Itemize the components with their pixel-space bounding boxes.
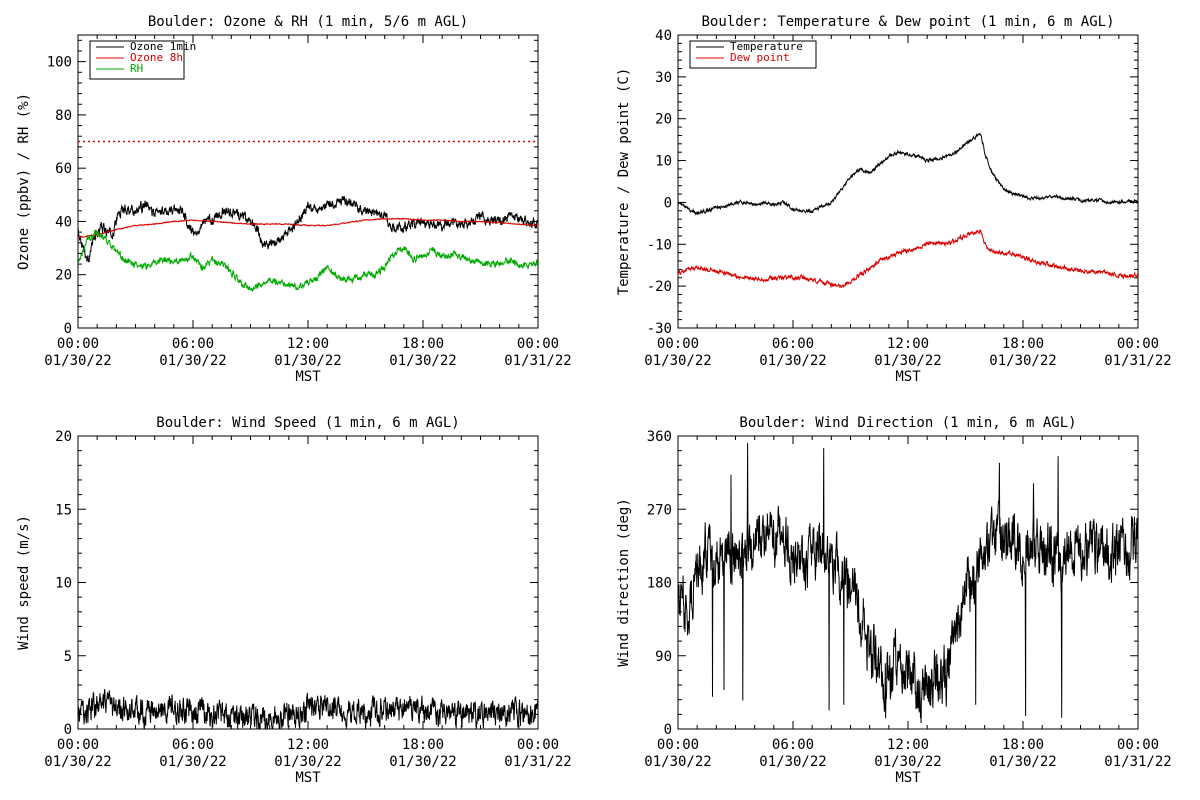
series-line-ozone-1min	[78, 195, 538, 263]
chart-panel-3: Boulder: Wind Speed (1 min, 6 m AGL) 0 5 10…	[16, 415, 572, 786]
y-tick-label: 20	[55, 268, 72, 284]
x-tick-date: 01/30/22	[989, 353, 1056, 369]
x-tick-date: 01/30/22	[389, 754, 456, 770]
x-tick-time: 18:00	[1002, 336, 1044, 352]
y-tick-label: 10	[55, 576, 72, 592]
x-tick-time: 00:00	[517, 737, 559, 753]
series-line-temperature	[678, 132, 1138, 216]
series-line-ozone-8h	[78, 217, 538, 239]
x-tick-time: 06:00	[772, 737, 814, 753]
y-tick-label: 20	[655, 112, 672, 128]
series-line-data	[678, 443, 1138, 724]
x-tick-time: 06:00	[172, 336, 214, 352]
chart-title: Boulder: Temperature & Dew point (1 min,…	[701, 14, 1114, 30]
y-tick-label: 100	[47, 55, 72, 71]
x-tick-date: 01/30/22	[389, 353, 456, 369]
y-tick-label: 40	[55, 214, 72, 230]
y-tick-label: 0	[64, 722, 72, 738]
x-tick-time: 12:00	[287, 737, 329, 753]
plot-frame	[677, 34, 1139, 329]
y-tick-label: 0	[664, 195, 672, 211]
y-tick-label: 90	[655, 649, 672, 665]
x-tick-date: 01/30/22	[159, 754, 226, 770]
x-tick-time: 00:00	[57, 336, 99, 352]
y-tick-label: 270	[647, 502, 672, 518]
y-tick-label: -30	[647, 321, 672, 337]
x-tick-date: 01/30/22	[874, 353, 941, 369]
x-tick-date: 01/30/22	[759, 754, 826, 770]
x-tick-date: 01/30/22	[44, 353, 111, 369]
x-tick-time: 00:00	[1117, 336, 1159, 352]
chart-title: Boulder: Wind Direction (1 min, 6 m AGL)	[739, 415, 1076, 431]
chart-title: Boulder: Wind Speed (1 min, 6 m AGL)	[156, 415, 459, 431]
y-tick-label: 80	[55, 108, 72, 124]
x-tick-time: 18:00	[1002, 737, 1044, 753]
chart-panel-1: Boulder: Ozone & RH (1 min, 5/6 m AGL) 0 2…	[16, 14, 572, 385]
plot-frame	[77, 435, 539, 730]
x-tick-date: 01/30/22	[644, 754, 711, 770]
y-tick-label: 10	[655, 154, 672, 170]
series-line-rh	[78, 229, 538, 293]
x-tick-time: 06:00	[172, 737, 214, 753]
x-axis-label: MST	[295, 369, 321, 385]
x-tick-date: 01/31/22	[504, 754, 571, 770]
series-line-dew-point	[678, 228, 1138, 289]
x-tick-date: 01/30/22	[644, 353, 711, 369]
x-tick-date: 01/30/22	[989, 754, 1056, 770]
y-axis-label: Ozone (ppbv) / RH (%)	[16, 93, 32, 270]
y-tick-label: 15	[55, 502, 72, 518]
chart-title: Boulder: Ozone & RH (1 min, 5/6 m AGL)	[148, 14, 468, 30]
y-tick-label: 180	[647, 576, 672, 592]
y-tick-label: 30	[655, 70, 672, 86]
x-tick-time: 00:00	[517, 336, 559, 352]
x-tick-time: 00:00	[657, 336, 699, 352]
y-tick-label: 0	[64, 321, 72, 337]
legend-label: Ozone 1min	[130, 40, 196, 53]
y-tick-label: 60	[55, 161, 72, 177]
x-tick-date: 01/30/22	[274, 353, 341, 369]
x-tick-time: 00:00	[1117, 737, 1159, 753]
chart-panel-2: Boulder: Temperature & Dew point (1 min,…	[616, 14, 1172, 385]
x-tick-date: 01/30/22	[874, 754, 941, 770]
x-tick-date: 01/31/22	[504, 353, 571, 369]
x-tick-time: 12:00	[287, 336, 329, 352]
legend-box	[689, 40, 817, 69]
x-axis-label: MST	[895, 770, 921, 786]
legend-label: Temperature	[730, 40, 803, 53]
y-tick-label: 360	[647, 429, 672, 445]
x-tick-date: 01/30/22	[759, 353, 826, 369]
x-tick-time: 12:00	[887, 336, 929, 352]
x-tick-time: 00:00	[57, 737, 99, 753]
y-tick-label: 5	[64, 649, 72, 665]
legend-label: RH	[130, 62, 143, 75]
chart-panel-4: Boulder: Wind Direction (1 min, 6 m AGL)…	[616, 415, 1172, 786]
y-axis-label: Wind direction (deg)	[616, 498, 632, 667]
x-tick-time: 06:00	[772, 336, 814, 352]
y-tick-label: -20	[647, 279, 672, 295]
y-tick-label: 40	[655, 28, 672, 44]
y-axis-label: Wind speed (m/s)	[16, 515, 32, 650]
x-tick-time: 00:00	[657, 737, 699, 753]
y-tick-label: -10	[647, 237, 672, 253]
x-tick-date: 01/31/22	[1104, 754, 1171, 770]
x-tick-date: 01/30/22	[274, 754, 341, 770]
y-tick-label: 20	[55, 429, 72, 445]
x-tick-time: 12:00	[887, 737, 929, 753]
legend-label: Ozone 8h	[130, 51, 183, 64]
x-axis-label: MST	[295, 770, 321, 786]
x-tick-time: 18:00	[402, 336, 444, 352]
legend-label: Dew point	[730, 51, 790, 64]
y-tick-label: 0	[664, 722, 672, 738]
y-axis-label: Temperature / Dew point (C)	[616, 68, 632, 296]
x-tick-date: 01/30/22	[159, 353, 226, 369]
x-tick-time: 18:00	[402, 737, 444, 753]
x-tick-date: 01/30/22	[44, 754, 111, 770]
series-line-data	[78, 688, 538, 729]
x-tick-date: 01/31/22	[1104, 353, 1171, 369]
x-axis-label: MST	[895, 369, 921, 385]
